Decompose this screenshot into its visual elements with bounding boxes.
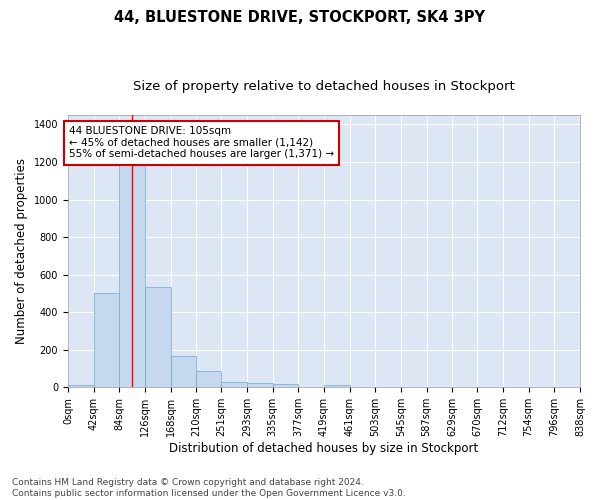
Bar bbox=[221, 382, 247, 388]
Bar bbox=[170, 356, 196, 388]
Text: 44 BLUESTONE DRIVE: 105sqm
← 45% of detached houses are smaller (1,142)
55% of s: 44 BLUESTONE DRIVE: 105sqm ← 45% of deta… bbox=[69, 126, 334, 160]
Bar bbox=[145, 287, 170, 388]
Title: Size of property relative to detached houses in Stockport: Size of property relative to detached ho… bbox=[133, 80, 515, 93]
Bar bbox=[247, 383, 272, 388]
Bar bbox=[272, 384, 298, 388]
Text: 44, BLUESTONE DRIVE, STOCKPORT, SK4 3PY: 44, BLUESTONE DRIVE, STOCKPORT, SK4 3PY bbox=[115, 10, 485, 25]
Text: Contains HM Land Registry data © Crown copyright and database right 2024.
Contai: Contains HM Land Registry data © Crown c… bbox=[12, 478, 406, 498]
Bar bbox=[119, 154, 145, 388]
Bar bbox=[196, 372, 221, 388]
X-axis label: Distribution of detached houses by size in Stockport: Distribution of detached houses by size … bbox=[169, 442, 479, 455]
Bar bbox=[94, 294, 119, 388]
Bar bbox=[68, 385, 94, 388]
Bar bbox=[324, 384, 350, 388]
Y-axis label: Number of detached properties: Number of detached properties bbox=[15, 158, 28, 344]
